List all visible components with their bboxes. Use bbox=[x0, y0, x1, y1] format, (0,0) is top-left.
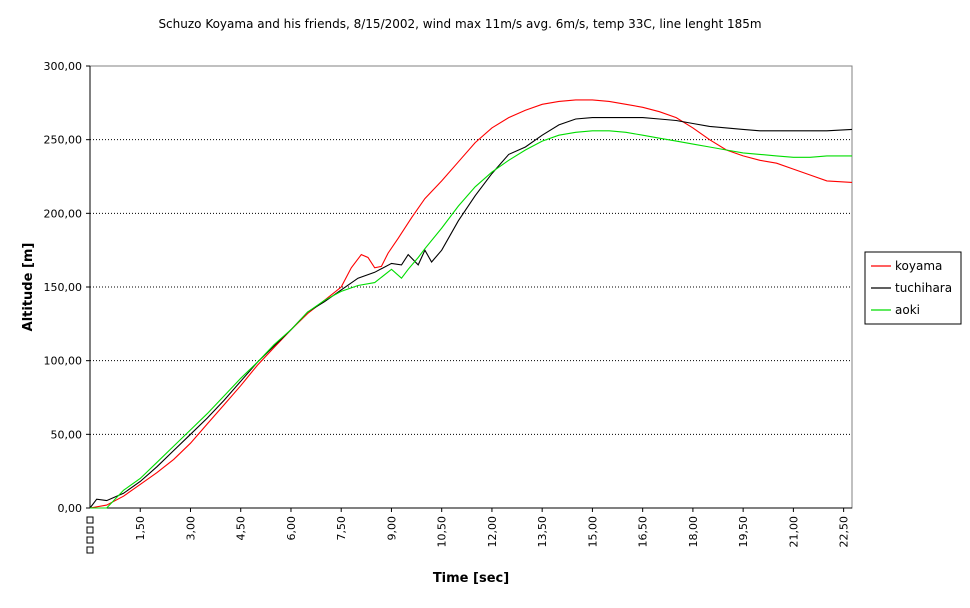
x-tick-label: 3,00 bbox=[184, 516, 197, 541]
x-tick-label: 21,00 bbox=[787, 516, 800, 548]
y-tick-label: 100,00 bbox=[44, 355, 83, 368]
x-tick-label: 7,50 bbox=[335, 516, 348, 541]
y-tick-label: 300,00 bbox=[44, 60, 83, 73]
x-tick-label: 16,50 bbox=[637, 516, 650, 548]
y-tick-label: 50,00 bbox=[51, 428, 83, 441]
x-tick-label: 13,50 bbox=[536, 516, 549, 548]
y-tick-label: 150,00 bbox=[44, 281, 83, 294]
y-axis-label: Altitude [m] bbox=[21, 243, 36, 332]
x-tick-placeholder bbox=[86, 536, 94, 544]
y-tick-label: 200,00 bbox=[44, 207, 83, 220]
gridlines bbox=[90, 139, 852, 435]
legend-label-koyama: koyama bbox=[895, 259, 942, 273]
x-tick-placeholder bbox=[86, 526, 94, 534]
x-tick-label: 6,00 bbox=[285, 516, 298, 541]
x-tick-label: 1,50 bbox=[134, 516, 147, 541]
y-tick-label: 0,00 bbox=[58, 502, 83, 515]
legend-label-aoki: aoki bbox=[895, 303, 920, 317]
x-tick-label: 9,00 bbox=[385, 516, 398, 541]
x-tick-label: 18,00 bbox=[687, 516, 700, 548]
series-line-tuchihara bbox=[89, 117, 853, 509]
x-tick-placeholder bbox=[86, 546, 94, 554]
legend: koyama tuchihara aoki bbox=[864, 251, 962, 325]
series-lines bbox=[89, 99, 853, 509]
axes: 0,00 50,00 100,00 150,00 200,00 250,00 300,00 1… bbox=[44, 60, 852, 554]
x-axis-label: Time [sec] bbox=[433, 571, 509, 586]
series-line-aoki bbox=[90, 130, 852, 509]
x-tick-label: 12,00 bbox=[486, 516, 499, 548]
x-tick-label: 15,00 bbox=[586, 516, 599, 548]
x-tick-label: 10,50 bbox=[436, 516, 449, 548]
x-tick-label: 4,50 bbox=[235, 516, 248, 541]
x-tick-label: 22,50 bbox=[838, 516, 851, 548]
x-tick-label: 19,50 bbox=[737, 516, 750, 548]
legend-label-tuchihara: tuchihara bbox=[895, 281, 952, 295]
x-tick-placeholder bbox=[86, 516, 94, 524]
y-tick-label: 250,00 bbox=[44, 134, 83, 147]
series-line-koyama bbox=[89, 99, 853, 509]
chart-title: Schuzo Koyama and his friends, 8/15/2002… bbox=[158, 17, 761, 31]
